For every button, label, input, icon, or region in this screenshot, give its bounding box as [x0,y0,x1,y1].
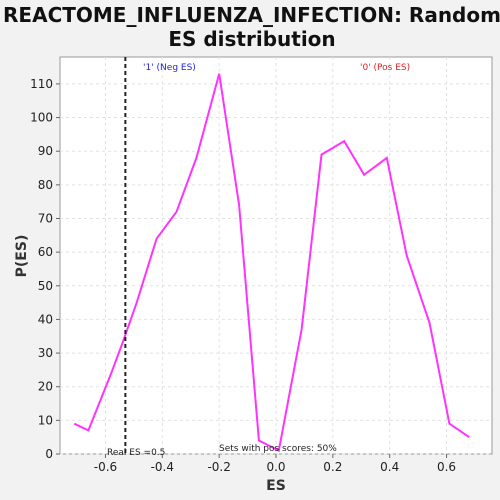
y-tick-label: 40 [38,312,53,326]
chart-title-line-1: REACTOME_INFLUENZA_INFECTION: Random [3,3,500,27]
neg-es-label: '1' (Neg ES) [143,63,196,73]
y-tick-label: 60 [38,245,53,259]
x-tick-label: 0.6 [437,460,456,474]
y-tick-label: 90 [38,144,53,158]
x-axis-ticks: -0.6 -0.4 -0.2 0.0 0.2 0.4 0.6 [94,454,456,474]
y-tick-label: 110 [30,77,53,91]
real-es-annotation: Real ES =0.5 [107,448,165,458]
x-tick-label: 0.2 [323,460,342,474]
x-tick-label: -0.6 [94,460,117,474]
x-axis-label: ES [266,478,286,494]
y-axis-label: P(ES) [14,235,30,278]
pos-scores-annotation: Sets with pos scores: 50% [219,444,337,454]
y-tick-label: 10 [38,413,53,427]
series-line [73,73,470,453]
y-tick-label: 70 [38,211,53,225]
y-tick-label: 20 [38,380,53,394]
chart-title-line-2: ES distribution [168,27,335,51]
y-tick-label: 30 [38,346,53,360]
y-tick-label: 0 [45,447,53,461]
y-axis-ticks: 0 10 20 30 40 50 60 70 80 90 100 110 [30,77,60,461]
x-tick-label: -0.2 [207,460,230,474]
grid-lines [60,57,492,455]
y-tick-label: 50 [38,279,53,293]
x-tick-label: -0.4 [151,460,174,474]
pos-es-label: '0' (Pos ES) [360,63,410,73]
y-tick-label: 80 [38,178,53,192]
x-tick-label: 0.0 [266,460,285,474]
x-tick-label: 0.4 [380,460,399,474]
y-tick-label: 100 [30,111,53,125]
